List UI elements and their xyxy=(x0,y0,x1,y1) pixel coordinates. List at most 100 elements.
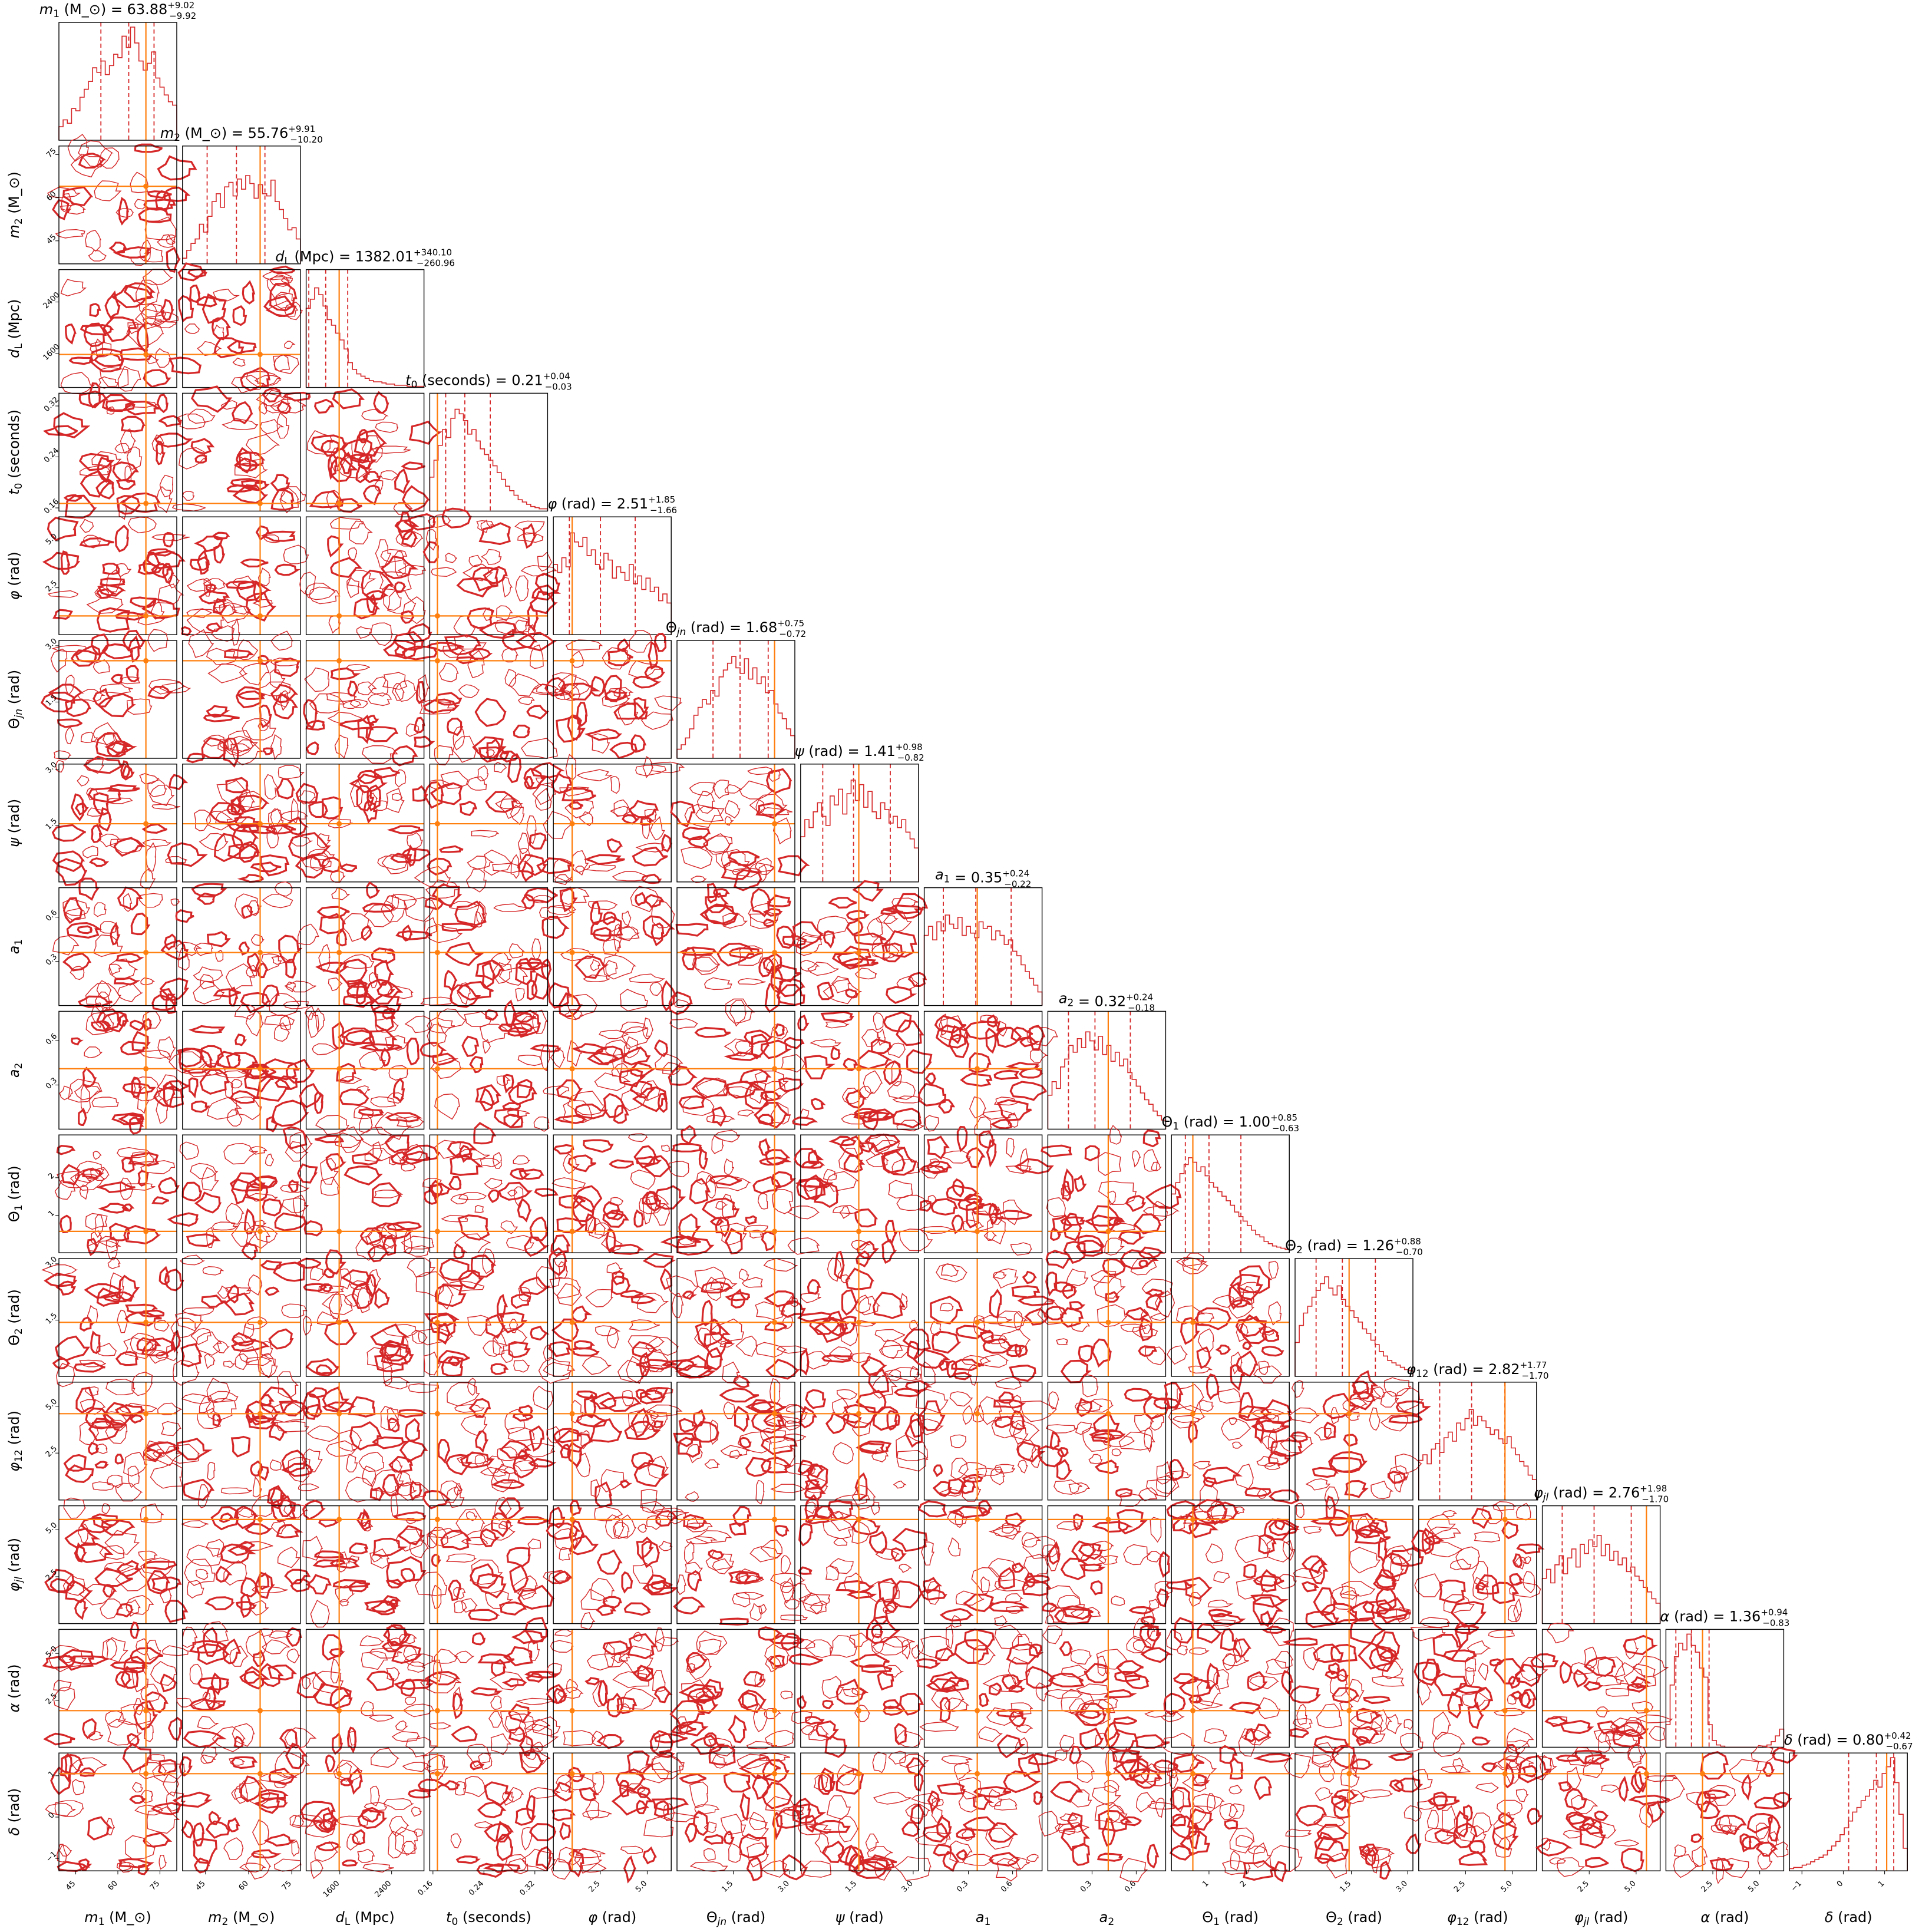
contour-level xyxy=(1387,1471,1408,1484)
contour-level xyxy=(1349,1617,1386,1644)
panel-frame xyxy=(676,1382,795,1501)
hist-panel-phijl xyxy=(1541,1505,1661,1624)
y-tick-label: 45 xyxy=(45,233,58,246)
contour-level xyxy=(558,992,583,1018)
contour-level xyxy=(60,279,87,297)
contour-level xyxy=(292,1814,325,1827)
contour-level xyxy=(704,1332,734,1358)
contour-level xyxy=(739,1068,772,1084)
hist-panel-a1 xyxy=(923,887,1043,1006)
contour-level xyxy=(399,1439,428,1463)
contour-level xyxy=(108,1223,130,1241)
contour-level xyxy=(297,923,319,946)
contour-level xyxy=(358,1043,402,1052)
panel-frame xyxy=(676,640,795,759)
contour-level xyxy=(640,873,662,884)
contour-level xyxy=(854,1705,870,1722)
contour-level xyxy=(530,644,544,669)
contour-level xyxy=(266,1115,279,1133)
contour-level xyxy=(332,1578,371,1588)
contour-level xyxy=(455,1149,490,1160)
contour-level xyxy=(558,1847,583,1865)
contour-level xyxy=(856,1250,870,1267)
contour-level xyxy=(409,1480,423,1501)
contour-level xyxy=(65,726,75,745)
contour-level xyxy=(1017,1441,1046,1463)
contour-level xyxy=(181,1181,203,1202)
contour-level xyxy=(1755,1822,1770,1840)
contour-level xyxy=(1260,1569,1278,1593)
contour-level xyxy=(257,719,269,731)
contour-level xyxy=(1081,1374,1099,1398)
contour-level xyxy=(120,415,146,432)
contour-level xyxy=(1230,1850,1241,1871)
contour-level xyxy=(345,1454,358,1472)
contour-level xyxy=(52,1358,71,1370)
contour-level xyxy=(373,391,389,414)
contour-level xyxy=(1301,1555,1328,1574)
contour-level xyxy=(280,276,293,284)
contour-level xyxy=(181,1393,212,1404)
contour-level xyxy=(854,1208,879,1228)
truth-point xyxy=(569,1517,575,1523)
contour-level xyxy=(117,1309,129,1333)
contour-level xyxy=(725,998,755,1024)
ylabel-delta: δ (rad) xyxy=(6,1788,22,1836)
contour-level xyxy=(468,1609,500,1621)
contour-level xyxy=(1741,1835,1764,1850)
y-tick-label: 0.6 xyxy=(44,1032,59,1046)
contour-level xyxy=(1133,1213,1162,1235)
contour-level xyxy=(480,1522,516,1541)
contour-level xyxy=(115,479,136,490)
contour-level xyxy=(406,1037,420,1066)
hist-steps xyxy=(1789,1757,1908,1871)
contour-level xyxy=(422,698,460,714)
contour-level xyxy=(1171,1786,1191,1811)
contour-level xyxy=(306,741,319,755)
contour-level xyxy=(1119,1858,1148,1883)
contours xyxy=(1282,1617,1424,1753)
contour-level xyxy=(327,712,363,724)
truth-point xyxy=(336,1517,342,1523)
contour-level xyxy=(733,868,763,891)
contour-level xyxy=(719,1339,735,1348)
contour-level xyxy=(955,1510,964,1528)
contour-level xyxy=(1274,1518,1286,1531)
contour-level xyxy=(1753,1796,1786,1810)
contour-panel-thetajn-phi12 xyxy=(673,1375,808,1505)
contour-level xyxy=(231,739,263,765)
contour-level xyxy=(123,1452,148,1477)
contour-level xyxy=(171,503,206,511)
contour-level xyxy=(56,1363,75,1388)
contour-level xyxy=(1091,1205,1122,1234)
contour-level xyxy=(986,1014,999,1028)
y-tick-label: 0.3 xyxy=(44,1076,59,1091)
contour-panel-thetajn-a1 xyxy=(668,882,807,1015)
contour-level xyxy=(225,580,256,589)
contour-level xyxy=(217,1051,241,1069)
contour-level xyxy=(1330,1407,1340,1425)
contour-level xyxy=(440,1530,472,1551)
contour-level xyxy=(380,470,399,481)
contour-level xyxy=(1202,1467,1243,1485)
contour-level xyxy=(1414,1662,1441,1686)
contour-level xyxy=(91,1420,127,1429)
contour-level xyxy=(516,1697,556,1705)
panel-frame xyxy=(182,1629,301,1748)
truth-point xyxy=(772,1411,778,1416)
contour-level xyxy=(308,801,328,818)
contour-level xyxy=(526,705,550,720)
contour-level xyxy=(613,1521,630,1540)
hist-panel-a2 xyxy=(1047,1010,1167,1130)
contour-level xyxy=(798,1523,813,1547)
contour-level xyxy=(131,1372,153,1396)
contour-level xyxy=(698,1147,708,1170)
contour-level xyxy=(611,1788,654,1816)
contour-level xyxy=(239,1346,259,1363)
contour-level xyxy=(1155,1797,1165,1818)
contour-level xyxy=(95,1181,136,1194)
contour-level xyxy=(351,1829,366,1845)
contour-level xyxy=(1564,1788,1587,1811)
contour-level xyxy=(644,809,657,823)
contour-level xyxy=(91,1097,119,1108)
